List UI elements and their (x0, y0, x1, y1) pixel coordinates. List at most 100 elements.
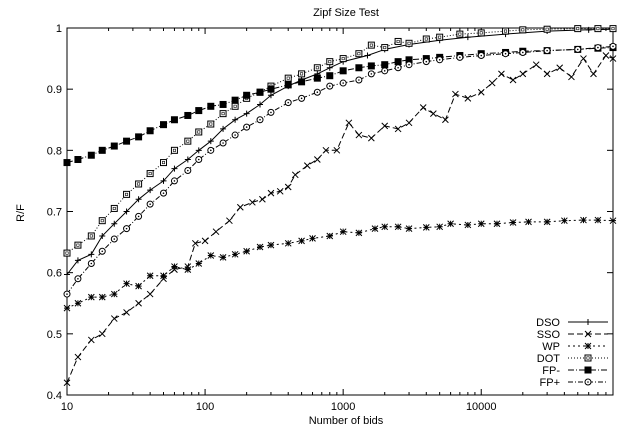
data-point (326, 64, 333, 71)
y-tick-label: 0.6 (47, 268, 62, 280)
data-point (447, 220, 454, 228)
data-point (256, 88, 264, 96)
data-point (574, 25, 582, 33)
data-point (394, 37, 402, 45)
data-point (313, 156, 321, 163)
data-point (519, 48, 527, 56)
data-point (381, 67, 389, 75)
data-point (110, 235, 118, 243)
data-point (477, 29, 485, 37)
data-point (123, 137, 131, 145)
data-point (313, 74, 321, 82)
data-point (220, 125, 227, 132)
data-point (256, 116, 264, 124)
data-point (87, 232, 95, 240)
data-point (99, 232, 106, 239)
data-point (284, 183, 292, 191)
data-point (477, 88, 485, 96)
data-point (609, 25, 617, 33)
data-point (123, 309, 130, 316)
data-point (184, 137, 192, 145)
data-point (464, 34, 471, 41)
data-point (184, 167, 192, 175)
data-point (267, 108, 275, 116)
data-point (609, 42, 617, 50)
data-point (477, 220, 485, 228)
data-point (98, 247, 106, 255)
legend-item: WP (542, 341, 608, 353)
data-point (184, 156, 191, 163)
data-point (502, 50, 510, 58)
data-point (493, 220, 501, 228)
data-point (184, 266, 192, 273)
data-point (532, 61, 540, 69)
data-point (502, 27, 510, 35)
data-point (381, 44, 389, 52)
data-point (74, 241, 82, 249)
legend-label: FP+ (540, 377, 560, 389)
data-point (63, 290, 71, 298)
data-point (74, 275, 82, 283)
legend-label: SSO (537, 329, 561, 341)
data-point (111, 220, 118, 227)
data-point (543, 47, 551, 55)
data-point (171, 263, 178, 270)
data-point (110, 142, 118, 150)
series-line (66, 28, 614, 275)
data-point (303, 162, 311, 169)
data-point (243, 247, 250, 255)
legend-item: SSO (537, 329, 608, 341)
data-point (609, 55, 617, 62)
series-fp- (63, 42, 617, 298)
data-point (367, 70, 375, 78)
data-point (543, 218, 551, 226)
data-point (394, 58, 402, 66)
data-point (609, 217, 617, 225)
series-line (66, 47, 614, 164)
legend-item: DSO (536, 317, 608, 329)
data-point (381, 223, 389, 231)
legend-label: DOT (537, 353, 561, 365)
data-point (232, 116, 239, 123)
data-point (284, 81, 292, 89)
data-point (135, 196, 142, 203)
data-point (594, 44, 602, 52)
data-point (219, 139, 227, 147)
data-point (284, 239, 292, 247)
data-point (525, 218, 532, 226)
data-point (326, 58, 334, 66)
data-point (231, 96, 239, 104)
data-point (219, 254, 227, 261)
data-point (339, 55, 347, 63)
data-point (568, 73, 575, 81)
legend-item: FP+ (540, 377, 608, 389)
data-point (322, 146, 330, 154)
data-point (585, 319, 591, 325)
data-point (339, 79, 347, 87)
legend-label: WP (542, 341, 560, 353)
y-axis-title: R/F (15, 204, 27, 222)
data-point (381, 122, 389, 130)
data-point (602, 52, 610, 59)
series-dso (64, 26, 616, 278)
axes: 0.4 0.5 0.6 0.7 0.8 0.9 1 10 100 1000 10000 (47, 23, 614, 413)
series-layer (63, 25, 617, 387)
x-tick-label: 1000 (331, 401, 355, 413)
data-point (147, 187, 154, 194)
data-point (464, 94, 472, 102)
data-point (313, 64, 321, 72)
data-point (339, 67, 347, 75)
data-point (135, 282, 142, 290)
data-point (98, 330, 106, 338)
x-tick-label: 10000 (466, 401, 497, 413)
data-point (184, 111, 192, 119)
data-point (584, 330, 592, 338)
data-point (298, 94, 306, 102)
data-point (98, 146, 106, 154)
data-point (267, 92, 274, 99)
data-point (276, 187, 284, 195)
data-point (345, 119, 353, 127)
data-point (257, 101, 264, 108)
data-point (419, 104, 427, 111)
